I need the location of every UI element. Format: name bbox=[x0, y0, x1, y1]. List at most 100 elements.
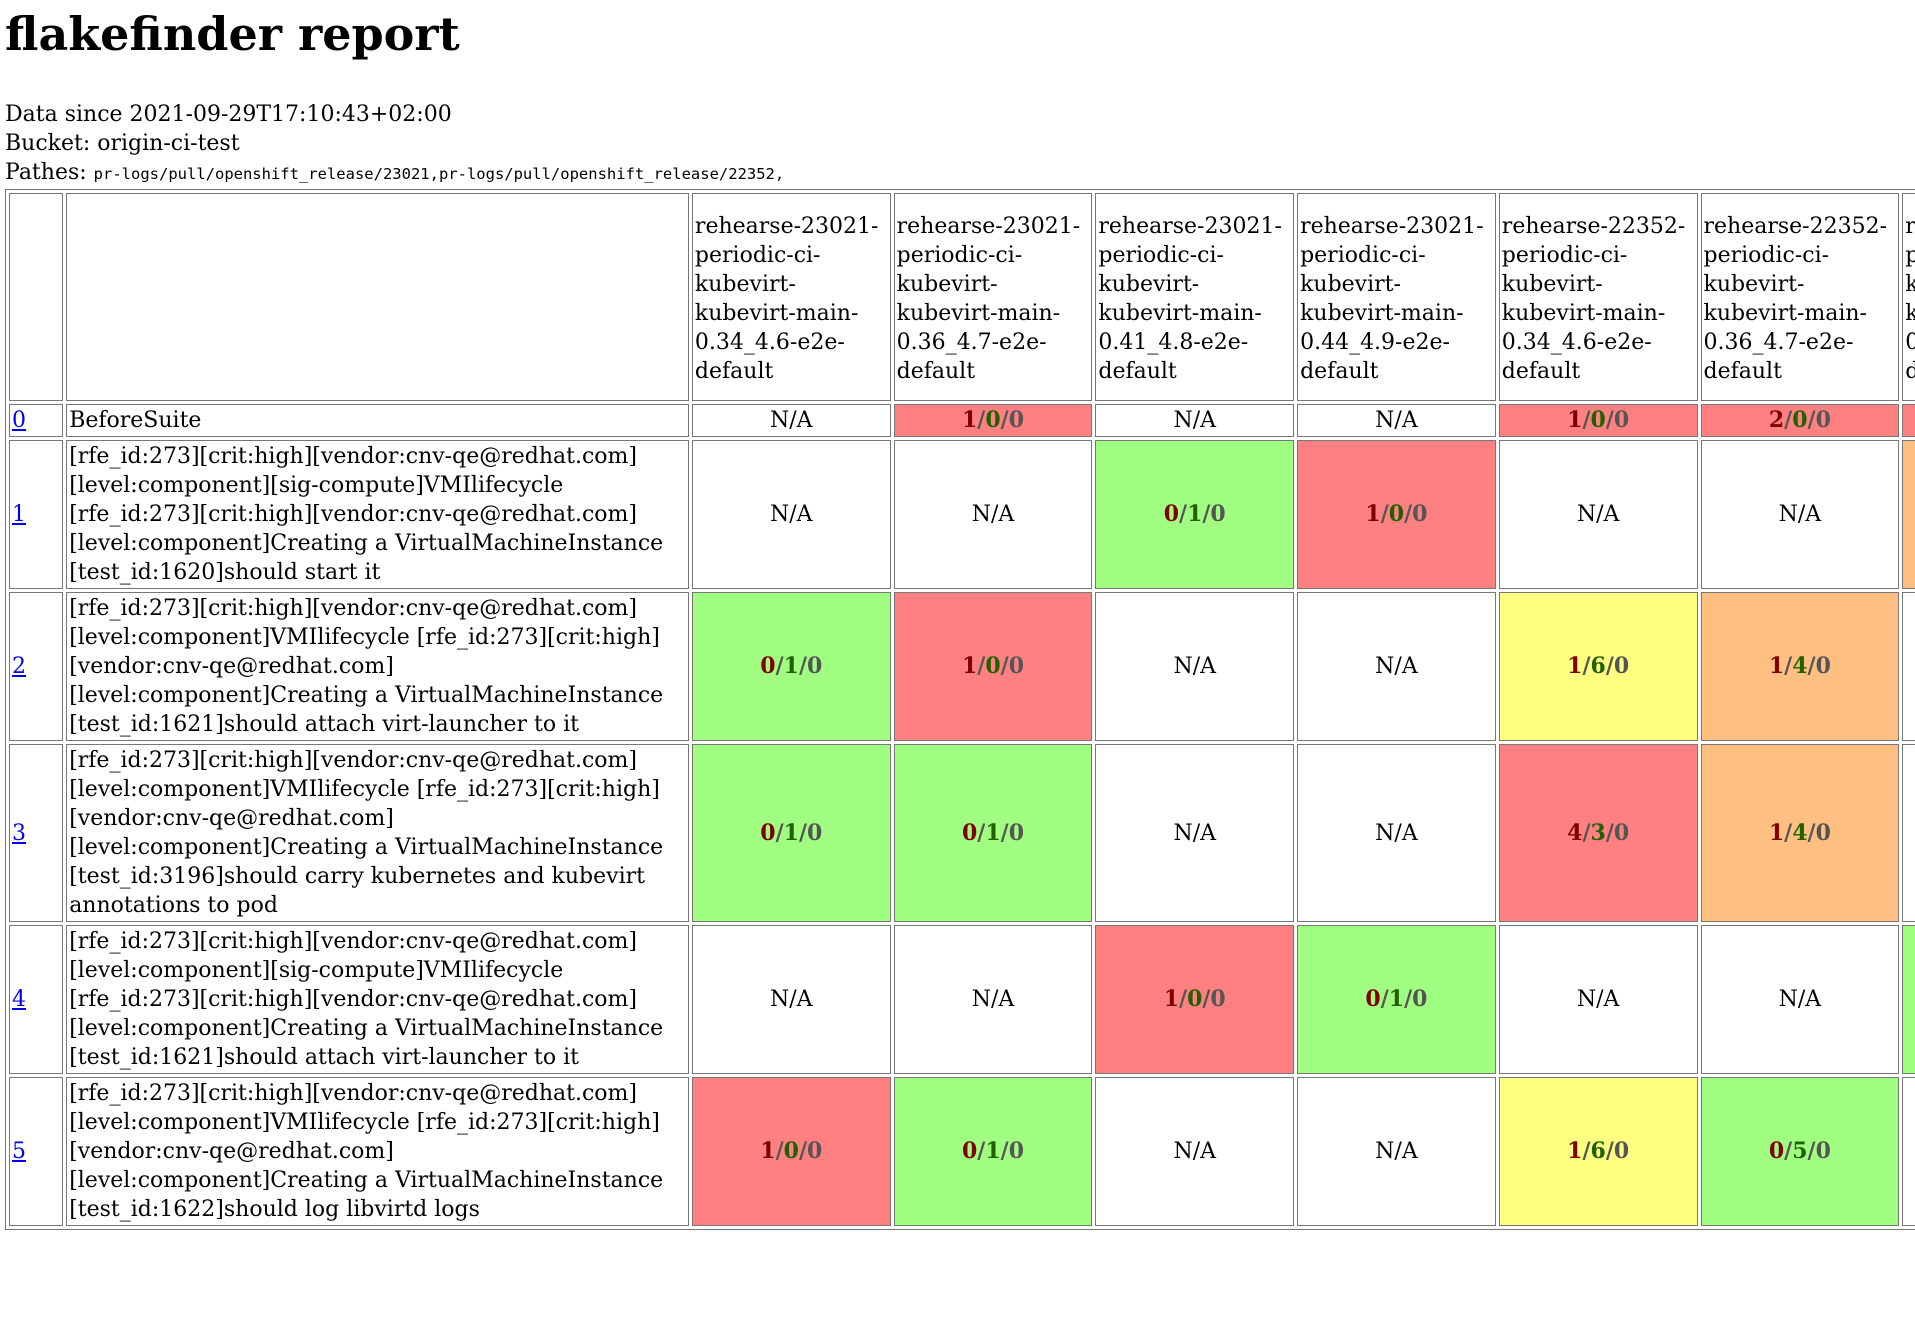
row-link[interactable]: 3 bbox=[12, 820, 26, 846]
result-cell: N/A bbox=[893, 440, 1093, 589]
not-available: N/A bbox=[770, 408, 813, 433]
header-cell bbox=[9, 193, 64, 401]
not-available: N/A bbox=[1778, 502, 1822, 527]
row-id: 1 bbox=[9, 440, 64, 589]
bucket: Bucket: origin-ci-test bbox=[5, 131, 240, 156]
separator: / bbox=[798, 1138, 807, 1164]
separator: / bbox=[1605, 819, 1614, 846]
result-cell: N/A bbox=[1700, 440, 1900, 589]
result-cell: 1/0/0 bbox=[1095, 925, 1295, 1074]
separator: / bbox=[1784, 1138, 1793, 1164]
count: 0 bbox=[1008, 819, 1025, 846]
count: 0 bbox=[1613, 819, 1630, 846]
result-cell: 1/4/0 bbox=[1700, 592, 1900, 741]
not-available: N/A bbox=[1173, 1139, 1216, 1164]
count: 1 bbox=[1187, 501, 1203, 527]
not-available: N/A bbox=[1778, 987, 1822, 1012]
result-cell: N/A bbox=[1297, 744, 1496, 922]
separator: / bbox=[798, 819, 807, 846]
result-cell: 1/0/0 bbox=[893, 404, 1093, 437]
row-id: 0 bbox=[9, 404, 64, 437]
count: 0 bbox=[760, 653, 776, 679]
separator: / bbox=[1582, 407, 1591, 433]
count: 1 bbox=[1567, 1138, 1583, 1164]
result-cell: N/A bbox=[1902, 744, 1915, 922]
count: 0 bbox=[1613, 653, 1630, 679]
column-header: rehearse-22352-periodic-ci-kubevirt-kube… bbox=[1700, 193, 1900, 401]
result-cell: 0/5/0 bbox=[1700, 1077, 1900, 1226]
not-available: N/A bbox=[1576, 502, 1620, 527]
result-cell: 1/0/0 bbox=[1498, 404, 1698, 437]
column-header: rehearse-22352-periodic-ci-kubevirt-kube… bbox=[1498, 193, 1698, 401]
result-cell: 1/0/0 bbox=[1297, 440, 1496, 589]
separator: / bbox=[1582, 653, 1591, 679]
row-link[interactable]: 4 bbox=[12, 987, 26, 1012]
count: 0 bbox=[1008, 407, 1025, 433]
count: 1 bbox=[783, 819, 799, 846]
count: 0 bbox=[806, 819, 823, 846]
count: 0 bbox=[1815, 653, 1831, 679]
body: flakefinder report Data since 2021-09-29… bbox=[0, 4, 1915, 1331]
column-header: rehearse-23021-periodic-ci-kubevirt-kube… bbox=[691, 193, 891, 401]
count: 0 bbox=[760, 819, 776, 846]
row-link[interactable]: 1 bbox=[12, 502, 26, 527]
report: flakefinder report Data since 2021-09-29… bbox=[0, 4, 1915, 1230]
count: 0 bbox=[1008, 1138, 1025, 1164]
row-id: 3 bbox=[9, 744, 64, 922]
result-cell: 1/6/0 bbox=[1498, 1077, 1698, 1226]
separator: / bbox=[1380, 986, 1389, 1012]
separator: / bbox=[977, 653, 986, 679]
separator: / bbox=[1179, 986, 1188, 1012]
row-link[interactable]: 5 bbox=[12, 1139, 26, 1164]
column-header: rehearse-23021-periodic-ci-kubevirt-kube… bbox=[1095, 193, 1295, 401]
row: 3 [rfe_id:273][crit:high][vendor:cnv-qe@r… bbox=[9, 744, 1915, 922]
separator: / bbox=[1807, 407, 1816, 433]
count: 0 bbox=[985, 653, 1001, 679]
column-header: rehearse-22352-periodic-ci-kubevirt-kube… bbox=[1902, 193, 1915, 401]
count: 1 bbox=[1768, 653, 1785, 679]
separator: / bbox=[1582, 1138, 1591, 1164]
test-name: [rfe_id:273][crit:high][vendor:cnv-qe@re… bbox=[66, 440, 689, 589]
result-cell: N/A bbox=[1095, 592, 1295, 741]
separator: / bbox=[977, 819, 986, 846]
count: 0 bbox=[783, 1138, 799, 1164]
result-cell: N/A bbox=[1498, 440, 1698, 589]
count: 0 bbox=[961, 1138, 978, 1164]
data-since: Data since 2021-09-29T17:10:43+02:00 bbox=[5, 102, 452, 127]
pathes-label: Pathes: bbox=[5, 160, 87, 185]
count: 0 bbox=[1412, 986, 1428, 1012]
count: 4 bbox=[1567, 819, 1583, 846]
results-table: rehearse-23021-periodic-ci-kubevirt-kube… bbox=[5, 189, 1915, 1230]
row: 2 [rfe_id:273][crit:high][vendor:cnv-qe@r… bbox=[9, 592, 1915, 741]
count: 1 bbox=[961, 407, 978, 433]
count: 1 bbox=[985, 1138, 1001, 1164]
separator: / bbox=[798, 653, 807, 679]
not-available: N/A bbox=[971, 502, 1015, 527]
result-cell: 1/0/0 bbox=[1902, 404, 1915, 437]
count: 1 bbox=[1388, 986, 1405, 1012]
count: 0 bbox=[1365, 986, 1381, 1012]
not-available: N/A bbox=[1576, 987, 1620, 1012]
count: 0 bbox=[1388, 501, 1405, 527]
row-link[interactable]: 0 bbox=[12, 408, 26, 433]
title: flakefinder report bbox=[5, 7, 460, 61]
count: 6 bbox=[1590, 1138, 1606, 1164]
result-cell: 0/1/0 bbox=[893, 1077, 1093, 1226]
count: 0 bbox=[1613, 407, 1630, 433]
result-cell: N/A bbox=[1297, 404, 1496, 437]
result-cell: N/A bbox=[1902, 592, 1915, 741]
not-available: N/A bbox=[1375, 1139, 1418, 1164]
result-cell: 1/0/0 bbox=[893, 592, 1093, 741]
row-link[interactable]: 2 bbox=[12, 654, 26, 679]
result-cell: N/A bbox=[691, 925, 891, 1074]
separator: / bbox=[1202, 986, 1211, 1012]
result-cell: N/A bbox=[691, 404, 891, 437]
count: 0 bbox=[1210, 501, 1226, 527]
separator: / bbox=[1179, 501, 1188, 527]
table-body: 0BeforeSuiteN/A1/0/0N/AN/A1/0/02/0/01/0/… bbox=[9, 404, 1915, 1226]
count: 4 bbox=[1792, 653, 1808, 679]
header-cell bbox=[66, 193, 689, 401]
separator: / bbox=[1000, 407, 1009, 433]
separator: / bbox=[1380, 501, 1389, 527]
result-cell: N/A bbox=[691, 440, 891, 589]
